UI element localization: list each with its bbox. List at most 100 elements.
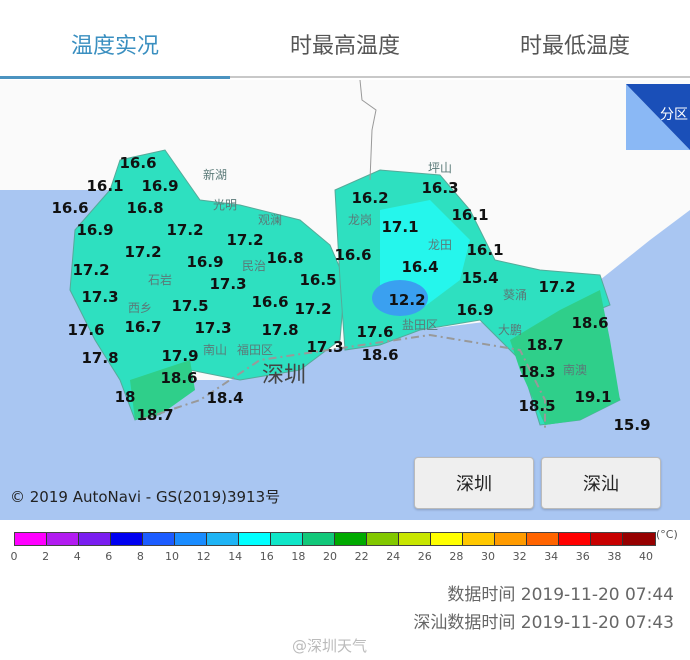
district-toggle-label: 分区 (660, 107, 688, 123)
border-line (359, 80, 377, 181)
district-label: 福田区 (236, 343, 274, 357)
map-base (0, 80, 690, 520)
district-label: 西乡 (127, 301, 153, 315)
district-label: 龙田 (427, 238, 453, 252)
station-temperature[interactable]: 17.5 (171, 297, 209, 315)
legend-tick-label: 32 (512, 550, 527, 563)
station-temperature[interactable]: 18.7 (136, 406, 174, 424)
legend-color-swatch (623, 533, 655, 545)
legend-color-swatch (175, 533, 207, 545)
station-temperature[interactable]: 17.1 (381, 218, 419, 236)
district-label: 南山 (202, 343, 228, 357)
legend-tick-label: 34 (544, 550, 559, 563)
station-temperature[interactable]: 17.2 (294, 300, 332, 318)
legend-color-swatch (47, 533, 79, 545)
legend-color-swatch (591, 533, 623, 545)
station-temperature[interactable]: 16.6 (119, 154, 157, 172)
station-temperature[interactable]: 17.9 (161, 347, 199, 365)
station-temperature[interactable]: 17.6 (67, 321, 105, 339)
station-temperature[interactable]: 17.2 (166, 221, 204, 239)
station-temperature[interactable]: 17.8 (261, 321, 299, 339)
station-temperature[interactable]: 12.2 (388, 291, 426, 309)
station-temperature[interactable]: 16.9 (456, 301, 494, 319)
station-temperature[interactable]: 16.8 (266, 249, 304, 267)
station-temperature[interactable]: 16.5 (299, 271, 337, 289)
station-temperature[interactable]: 18.7 (526, 336, 564, 354)
tab-bar: 温度实况 时最高温度 时最低温度 (0, 0, 690, 79)
district-label: 坪山 (427, 161, 453, 175)
station-temperature[interactable]: 17.2 (226, 231, 264, 249)
temperature-map[interactable]: 新湖 光明 石岩 西乡 南山 福田区 观澜 民治 龙岗 坪山 龙田 盐田区 葵涌 大鹏 南澳 16.6 16.… (0, 80, 690, 520)
legend-color-swatch (271, 533, 303, 545)
legend-tick-label: 36 (575, 550, 590, 563)
tab-realtime-temperature[interactable]: 温度实况 (70, 34, 159, 59)
station-temperature[interactable]: 17.2 (72, 261, 110, 279)
shanwei-data-time: 深汕数据时间 2019-11-20 07:43 (413, 613, 674, 633)
district-label: 龙岗 (347, 213, 373, 227)
sea-boundary (139, 333, 546, 430)
district-toggle-button[interactable]: 分区 (626, 84, 690, 150)
station-temperature[interactable]: 17.3 (81, 288, 119, 306)
station-temperature[interactable]: 16.6 (51, 199, 89, 217)
tab-hourly-min-temperature[interactable]: 时最低温度 (519, 34, 630, 59)
station-temperature[interactable]: 16.3 (421, 179, 459, 197)
station-temperature[interactable]: 16.9 (76, 221, 114, 239)
corner-triangle-icon (626, 84, 690, 150)
legend-color-swatch (431, 533, 463, 545)
station-temperature[interactable]: 16.8 (126, 199, 164, 217)
tab-hourly-max-temperature[interactable]: 时最高温度 (289, 34, 400, 59)
legend-tick-label: 30 (481, 550, 495, 563)
map-copyright: © 2019 AutoNavi - GS(2019)3913号 (10, 488, 281, 506)
station-temperature[interactable]: 17.8 (81, 349, 119, 367)
legend-tick-label: 2 (42, 550, 50, 563)
legend-tick-label: 8 (136, 550, 144, 563)
district-label: 新湖 (202, 168, 228, 182)
station-temperature[interactable]: 17.3 (194, 319, 232, 337)
legend-color-swatch (239, 533, 271, 545)
station-temperature[interactable]: 16.4 (401, 258, 439, 276)
active-tab-indicator (0, 76, 230, 79)
land-west (69, 149, 346, 421)
station-temperature[interactable]: 15.9 (613, 416, 651, 434)
station-temperature[interactable]: 16.9 (186, 253, 224, 271)
station-temperature[interactable]: 16.7 (124, 318, 162, 336)
station-temperature[interactable]: 16.6 (334, 246, 372, 264)
data-time: 数据时间 2019-11-20 07:44 (447, 585, 674, 605)
legend-color-swatch (207, 533, 239, 545)
station-temperature[interactable]: 18.6 (160, 369, 198, 387)
district-label: 光明 (212, 198, 238, 212)
legend-tick-label: 4 (73, 550, 81, 563)
station-temperature[interactable]: 16.1 (451, 206, 489, 224)
warm-dapeng (510, 290, 620, 425)
station-temperature[interactable]: 18.6 (361, 346, 399, 364)
legend-tick-label: 22 (354, 550, 369, 563)
station-temperature[interactable]: 18 (114, 388, 136, 406)
legend-color-swatch (367, 533, 399, 545)
station-temperature[interactable]: 18.3 (518, 363, 556, 381)
station-temperature[interactable]: 15.4 (461, 269, 499, 287)
station-temperature[interactable]: 16.1 (86, 177, 124, 195)
legend-color-swatch (399, 533, 431, 545)
station-temperature[interactable]: 16.9 (141, 177, 179, 195)
station-temperature[interactable]: 17.3 (306, 338, 344, 356)
legend-color-swatch (559, 533, 591, 545)
station-temperature[interactable]: 17.2 (124, 243, 162, 261)
station-temperature[interactable]: 17.2 (538, 278, 576, 296)
color-legend-bar (14, 532, 656, 546)
shenshan-button[interactable]: 深汕 (541, 457, 661, 509)
station-temperature[interactable]: 17.3 (209, 275, 247, 293)
legend-tick-label: 38 (607, 550, 622, 563)
station-temperature[interactable]: 16.6 (251, 293, 289, 311)
district-label: 盐田区 (401, 318, 439, 332)
station-temperature[interactable]: 18.4 (206, 389, 244, 407)
station-temperature[interactable]: 19.1 (574, 388, 612, 406)
station-temperature[interactable]: 17.6 (356, 323, 394, 341)
legend-tick-label: 18 (291, 550, 306, 563)
legend-color-swatch (111, 533, 143, 545)
station-temperature[interactable]: 16.2 (351, 189, 389, 207)
station-temperature[interactable]: 18.6 (571, 314, 609, 332)
shenzhen-button[interactable]: 深圳 (414, 457, 534, 509)
station-temperature[interactable]: 18.5 (518, 397, 556, 415)
legend-tick-label: 10 (165, 550, 179, 563)
station-temperature[interactable]: 16.1 (466, 241, 504, 259)
